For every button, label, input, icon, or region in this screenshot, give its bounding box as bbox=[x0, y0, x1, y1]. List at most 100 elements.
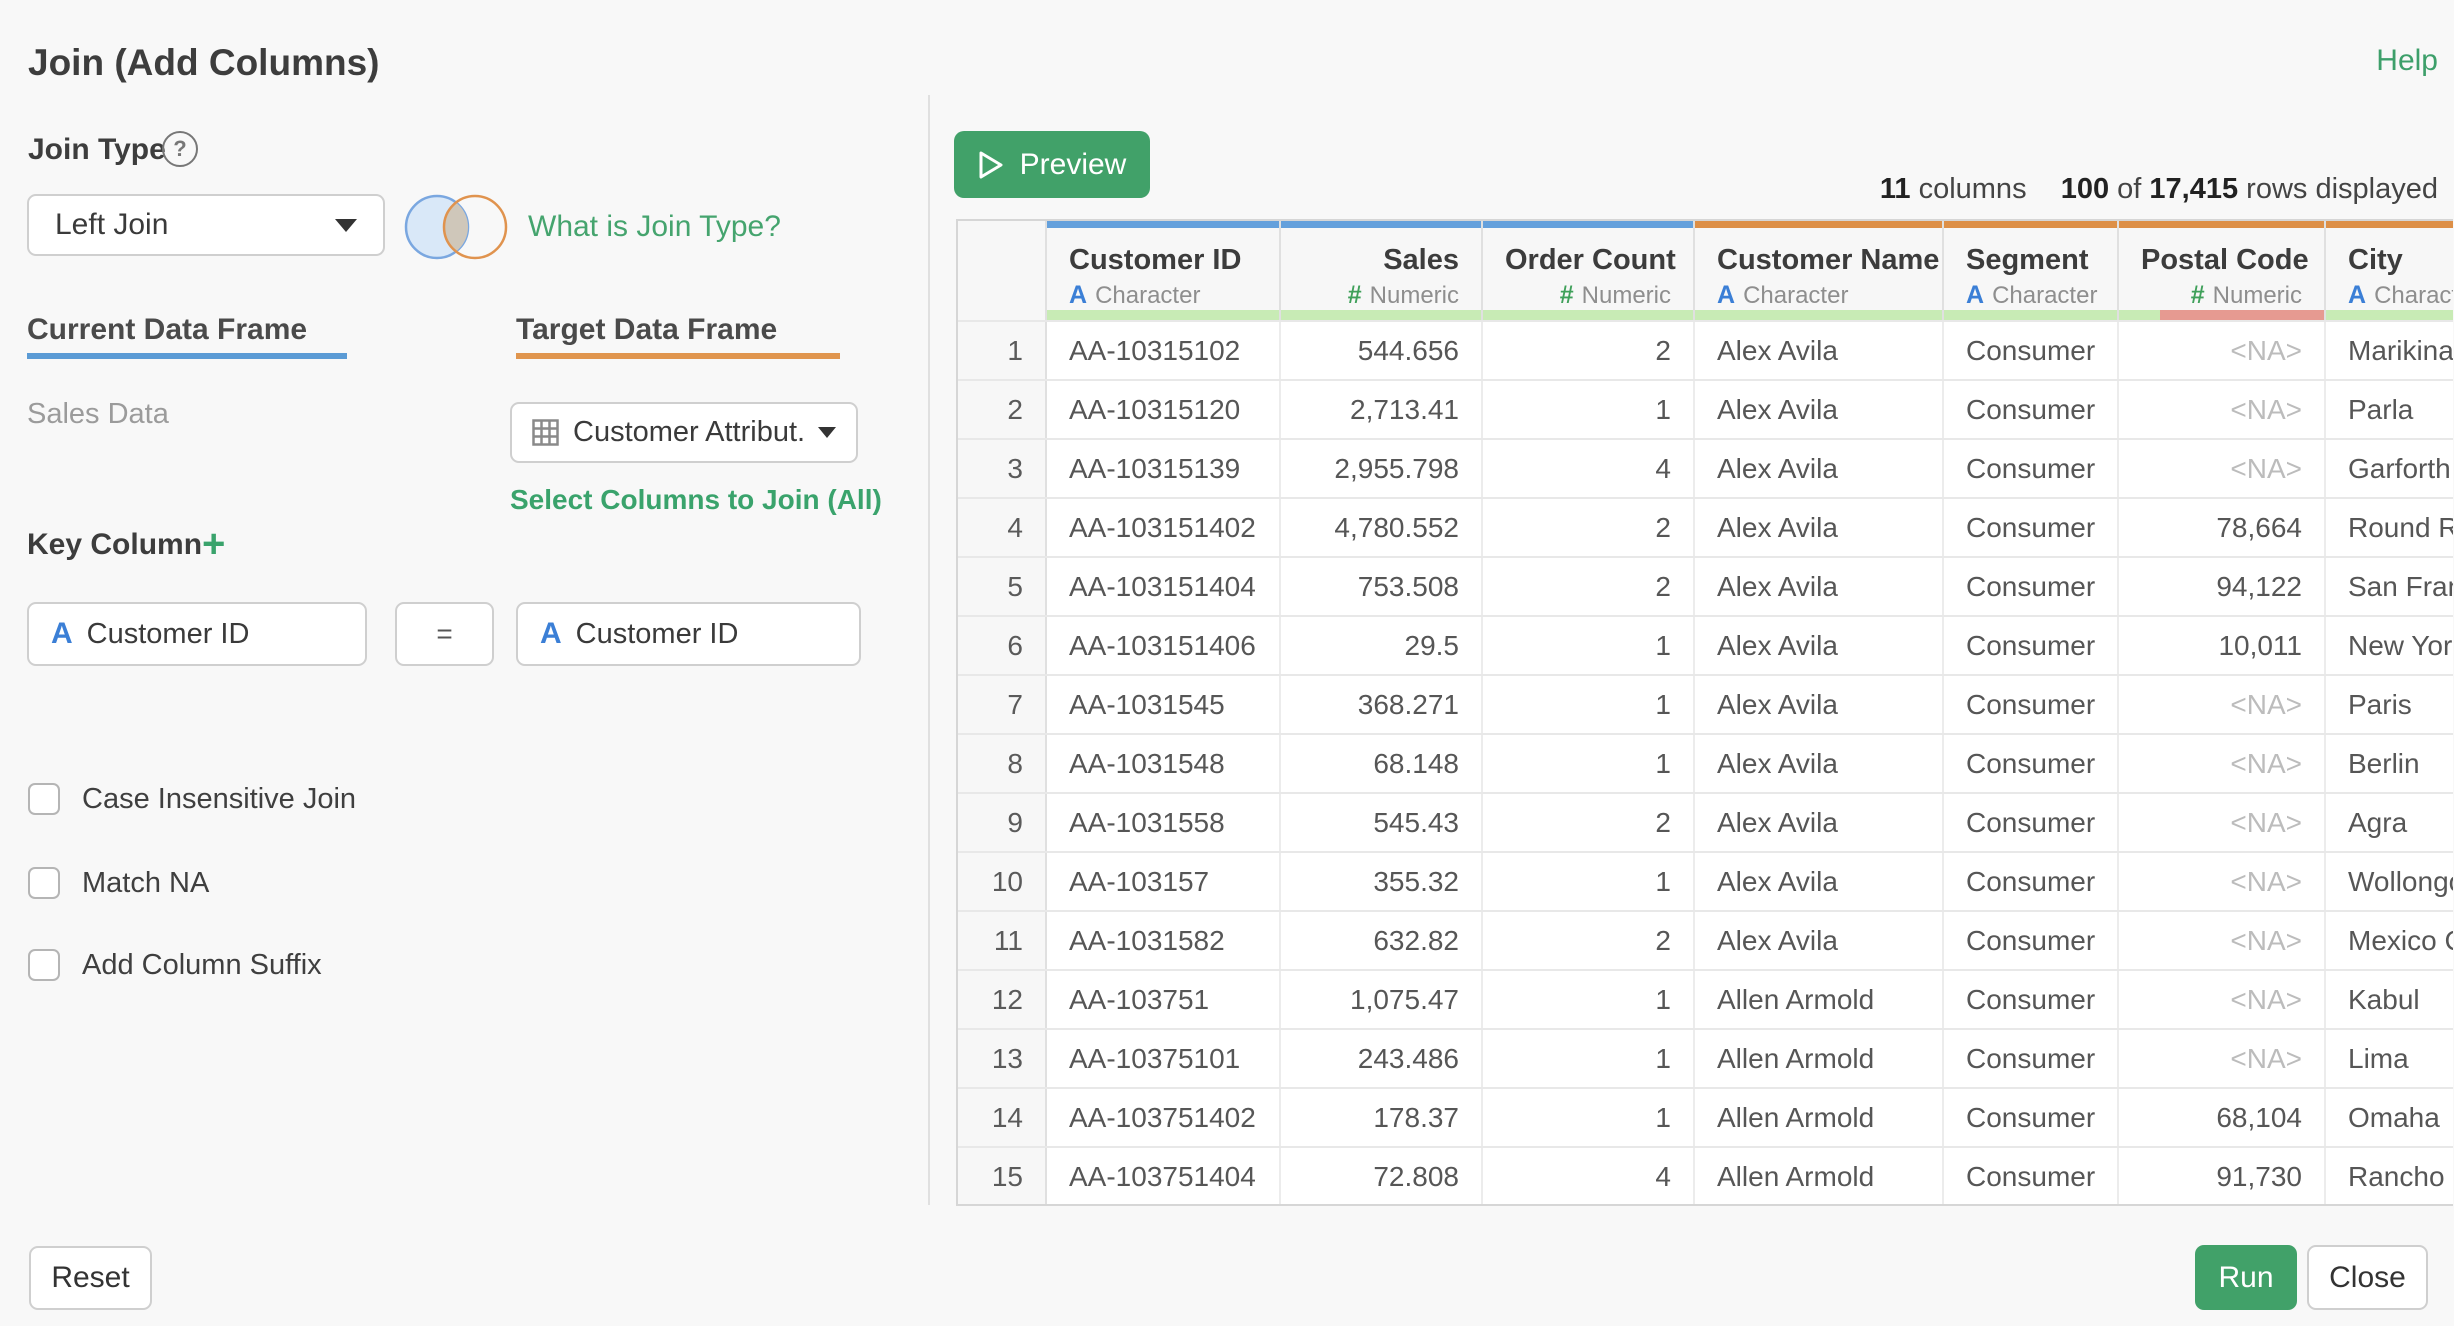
target-data-frame-select[interactable]: Customer Attribut... bbox=[510, 402, 858, 463]
table-cell: 4 bbox=[1483, 440, 1695, 497]
table-cell: Consumer bbox=[1944, 558, 2119, 615]
close-button[interactable]: Close bbox=[2307, 1245, 2428, 1310]
table-row: 6 AA-103151406 29.5 1 Alex Avila Consumer 10,0… bbox=[958, 615, 2453, 674]
preview-button[interactable]: Preview bbox=[954, 131, 1150, 198]
table-cell: <NA> bbox=[2119, 853, 2326, 910]
column-group-bar bbox=[1944, 221, 2117, 228]
column-name: City bbox=[2348, 243, 2403, 275]
table-cell: 1 bbox=[1483, 1030, 1695, 1087]
table-cell: AA-103751404 bbox=[1047, 1148, 1281, 1204]
quality-segment-red bbox=[2160, 309, 2324, 321]
case-insensitive-join-option[interactable]: Case Insensitive Join bbox=[28, 782, 356, 816]
column-name: Customer Name bbox=[1717, 243, 1940, 275]
column-header-city[interactable]: CityACharacter bbox=[2326, 221, 2453, 321]
numeric-type-icon: # bbox=[1347, 280, 1362, 309]
key-column-left-select[interactable]: A Customer ID bbox=[27, 602, 367, 666]
add-column-suffix-checkbox[interactable] bbox=[28, 949, 60, 981]
match-na-checkbox[interactable] bbox=[28, 867, 60, 899]
table-row: 9 AA-1031558 545.43 2 Alex Avila Consumer <NA>… bbox=[958, 792, 2453, 851]
row-number-cell: 9 bbox=[958, 794, 1047, 851]
column-header-order-count[interactable]: Order Count # Numeric bbox=[1483, 221, 1695, 321]
play-icon bbox=[979, 151, 1003, 178]
table-cell: 1 bbox=[1483, 381, 1695, 438]
column-type-label: Numeric bbox=[1369, 281, 1459, 309]
row-number-cell: 7 bbox=[958, 676, 1047, 733]
table-cell: Allen Armold bbox=[1695, 1030, 1944, 1087]
column-type: # Numeric bbox=[1281, 275, 1481, 310]
column-header-customer-id[interactable]: Customer ID A Character bbox=[1047, 221, 1281, 321]
table-cell: Omaha bbox=[2326, 1089, 2453, 1146]
table-cell: 355.32 bbox=[1281, 853, 1483, 910]
table-row: 11 AA-1031582 632.82 2 Alex Avila Consumer <NA… bbox=[958, 910, 2453, 969]
column-type-label: Numeric bbox=[2212, 281, 2302, 309]
table-cell: AA-1031582 bbox=[1047, 912, 1281, 969]
quality-segment-green bbox=[2326, 309, 2453, 321]
table-cell: Consumer bbox=[1944, 440, 2119, 497]
row-number-cell: 11 bbox=[958, 912, 1047, 969]
column-type-label: Character bbox=[2374, 281, 2453, 309]
data-quality-bar bbox=[2119, 309, 2324, 321]
column-header-customer-name[interactable]: Customer Name A Character bbox=[1695, 221, 1944, 321]
target-frame-underline bbox=[516, 353, 840, 359]
table-cell: 243.486 bbox=[1281, 1030, 1483, 1087]
chevron-down-icon bbox=[818, 427, 836, 438]
join-type-help-icon[interactable]: ? bbox=[162, 131, 198, 167]
add-column-suffix-option[interactable]: Add Column Suffix bbox=[28, 948, 322, 982]
join-type-selected-value: Left Join bbox=[55, 208, 169, 241]
columns-count: 11 bbox=[1879, 173, 1911, 205]
data-quality-bar bbox=[1047, 309, 1279, 321]
select-columns-to-join-link[interactable]: Select Columns to Join (All) bbox=[510, 484, 882, 515]
table-header-row: Customer ID A Character Sales # Numeric Order … bbox=[958, 221, 2453, 321]
row-number-cell: 5 bbox=[958, 558, 1047, 615]
table-cell: Consumer bbox=[1944, 971, 2119, 1028]
table-cell: Consumer bbox=[1944, 1030, 2119, 1087]
add-key-column-icon[interactable]: + bbox=[202, 522, 226, 566]
table-cell: Consumer bbox=[1944, 912, 2119, 969]
column-header-sales[interactable]: Sales # Numeric bbox=[1281, 221, 1483, 321]
table-cell: 545.43 bbox=[1281, 794, 1483, 851]
data-quality-bar bbox=[1483, 309, 1693, 321]
table-cell: 368.271 bbox=[1281, 676, 1483, 733]
table-cell: AA-103157 bbox=[1047, 853, 1281, 910]
join-type-select[interactable]: Left Join bbox=[27, 194, 385, 256]
case-insensitive-join-checkbox[interactable] bbox=[28, 783, 60, 815]
table-cell: AA-10315139 bbox=[1047, 440, 1281, 497]
table-cell: San Francisco bbox=[2326, 558, 2453, 615]
key-column-left-value: Customer ID bbox=[86, 617, 250, 650]
table-cell: 2 bbox=[1483, 558, 1695, 615]
column-name: Postal Code bbox=[2141, 243, 2309, 275]
run-button[interactable]: Run bbox=[2195, 1245, 2297, 1310]
chevron-down-icon bbox=[335, 218, 357, 232]
table-cell: 1 bbox=[1483, 617, 1695, 674]
column-name: Order Count bbox=[1505, 243, 1676, 275]
table-row: 3 AA-10315139 2,955.798 4 Alex Avila Consumer… bbox=[958, 438, 2453, 497]
current-data-frame-label: Current Data Frame bbox=[27, 313, 308, 346]
reset-button[interactable]: Reset bbox=[29, 1246, 152, 1310]
table-cell: Alex Avila bbox=[1695, 558, 1944, 615]
column-name: Segment bbox=[1966, 243, 2089, 275]
column-group-bar bbox=[958, 221, 1045, 228]
table-cell: 2,713.41 bbox=[1281, 381, 1483, 438]
data-quality-bar bbox=[1695, 309, 1942, 321]
column-type-label: Numeric bbox=[1581, 281, 1671, 309]
table-cell: 68,104 bbox=[2119, 1089, 2326, 1146]
help-link[interactable]: Help bbox=[2376, 44, 2438, 77]
column-header-postal-code[interactable]: Postal Code # Numeric bbox=[2119, 221, 2326, 321]
table-cell: Lima bbox=[2326, 1030, 2453, 1087]
column-header-segment[interactable]: Segment A Character bbox=[1944, 221, 2119, 321]
numeric-type-icon: # bbox=[1559, 280, 1574, 309]
column-group-bar bbox=[1483, 221, 1693, 228]
table-row bbox=[958, 1205, 2453, 1206]
table-cell: Consumer bbox=[1944, 735, 2119, 792]
quality-segment-green bbox=[1483, 309, 1693, 321]
table-cell: <NA> bbox=[2119, 676, 2326, 733]
what-is-join-type-link[interactable]: What is Join Type? bbox=[528, 210, 781, 243]
column-group-bar bbox=[2326, 221, 2453, 228]
row-number-cell: 1 bbox=[958, 322, 1047, 379]
key-column-right-select[interactable]: A Customer ID bbox=[516, 602, 861, 666]
match-na-option[interactable]: Match NA bbox=[28, 866, 209, 900]
target-data-frame-value: Customer Attribut... bbox=[573, 416, 804, 448]
